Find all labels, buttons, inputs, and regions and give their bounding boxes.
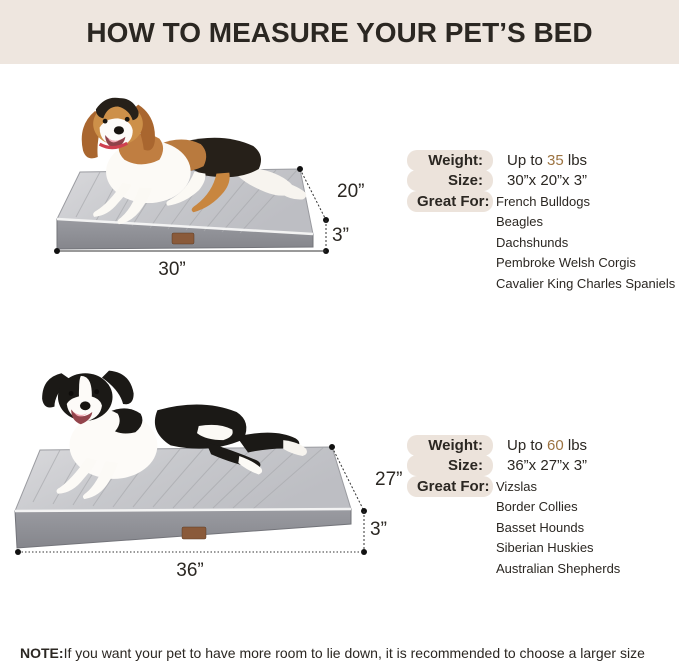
- svg-text:3”: 3”: [332, 225, 349, 246]
- svg-text:30”: 30”: [158, 259, 185, 280]
- svg-text:27”: 27”: [375, 469, 402, 490]
- svg-text:3”: 3”: [370, 519, 387, 540]
- svg-text:20”: 20”: [337, 181, 364, 202]
- svg-text:36”: 36”: [176, 560, 203, 581]
